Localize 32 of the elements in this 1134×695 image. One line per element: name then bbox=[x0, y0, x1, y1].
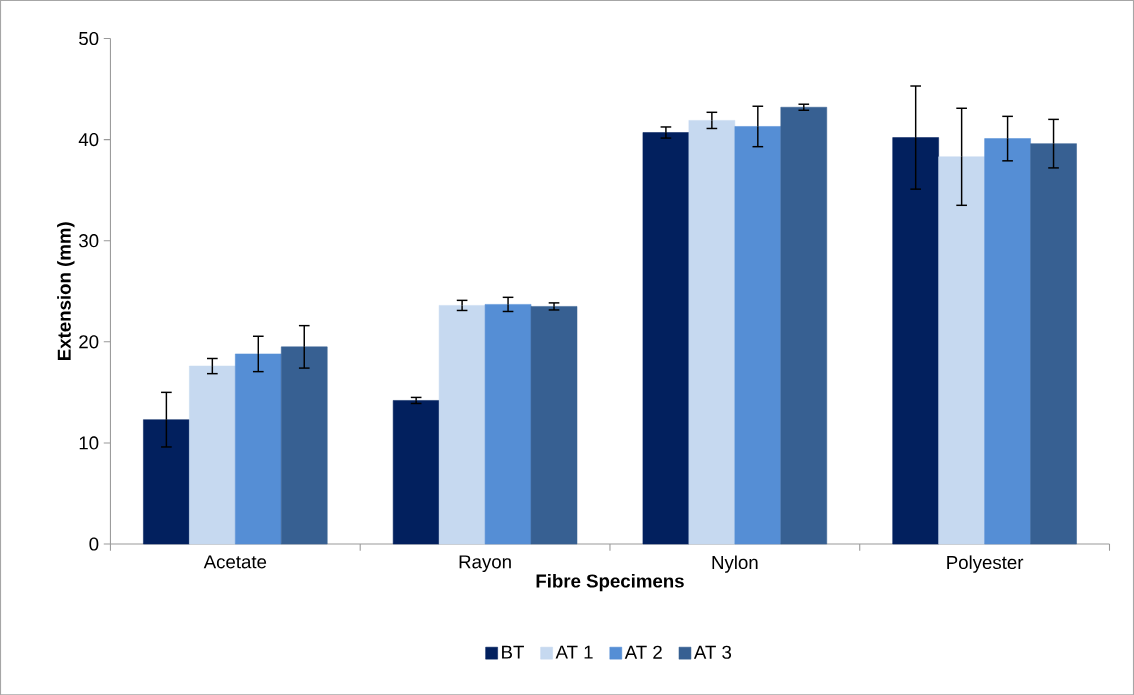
y-tick-label: 20 bbox=[79, 334, 99, 349]
legend-label: AT 1 bbox=[555, 645, 593, 659]
y-tick-label: 0 bbox=[89, 537, 99, 551]
bar bbox=[938, 156, 985, 545]
x-axis-title: Fibre Specimens bbox=[536, 573, 684, 592]
bar bbox=[530, 305, 578, 545]
x-tick-label: Nylon bbox=[712, 555, 758, 573]
y-tick-label: 50 bbox=[79, 31, 99, 45]
y-axis-title: Extension (mm) bbox=[57, 222, 75, 360]
bar bbox=[780, 106, 828, 545]
bar bbox=[734, 125, 782, 545]
bar bbox=[1030, 143, 1077, 545]
x-tick-label: Polyester bbox=[947, 555, 1024, 573]
legend-label: AT 2 bbox=[624, 645, 662, 659]
bar bbox=[892, 137, 939, 545]
bar bbox=[438, 304, 486, 545]
bar bbox=[688, 119, 736, 545]
legend-label: AT 3 bbox=[693, 645, 732, 659]
bar bbox=[143, 419, 190, 545]
x-tick-label: Acetate bbox=[203, 555, 267, 569]
bar bbox=[642, 132, 690, 545]
bar bbox=[984, 138, 1031, 545]
y-tick-label: 30 bbox=[79, 233, 99, 248]
bar bbox=[484, 303, 532, 545]
bar bbox=[235, 353, 282, 545]
legend-label: BT bbox=[502, 645, 524, 659]
bar bbox=[189, 365, 236, 545]
bar bbox=[281, 346, 328, 545]
bar bbox=[392, 399, 440, 545]
y-tick-label: 40 bbox=[78, 132, 99, 147]
y-tick-label: 10 bbox=[79, 436, 99, 450]
x-tick-label: Rayon bbox=[459, 555, 511, 572]
